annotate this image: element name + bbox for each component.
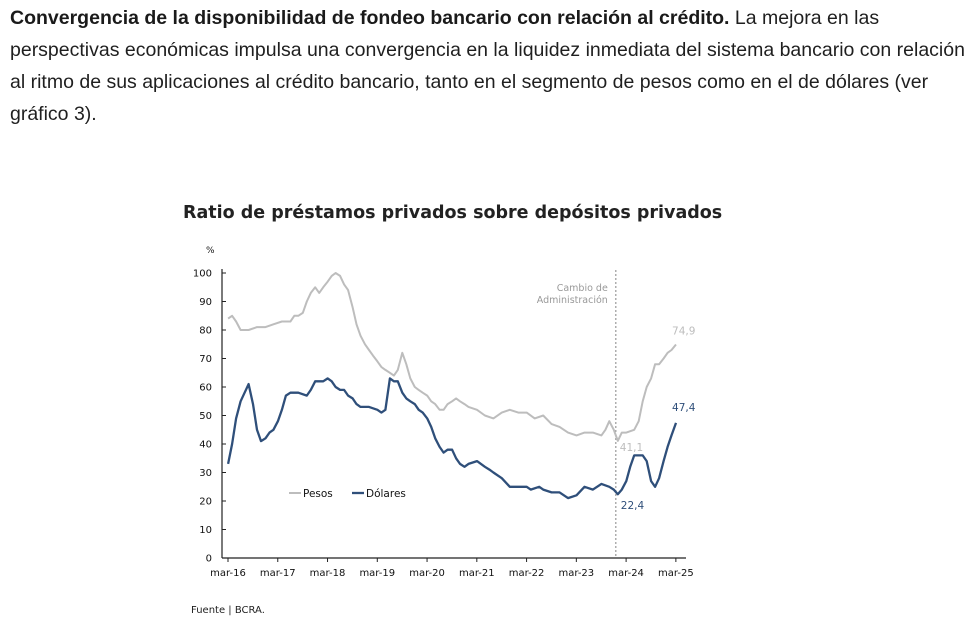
data-label: 41,1: [620, 442, 643, 454]
intro-paragraph: Convergencia de la disponibilidad de fon…: [10, 2, 970, 130]
paragraph-body: La mejora en las perspectivas económicas…: [10, 7, 965, 125]
x-tick-label: mar-16: [210, 568, 246, 579]
x-tick-label: mar-20: [409, 568, 445, 579]
y-axis-unit: %: [206, 246, 215, 256]
y-tick-label: 90: [199, 297, 212, 308]
x-tick-label: mar-21: [459, 568, 495, 579]
x-tick-label: mar-17: [260, 568, 296, 579]
x-tick-label: mar-23: [558, 568, 594, 579]
y-tick-label: 100: [193, 269, 212, 280]
y-tick-label: 0: [206, 554, 212, 565]
data-label: 47,4: [672, 402, 696, 414]
chart-title: Ratio de préstamos privados sobre depósi…: [183, 203, 723, 223]
series-line-pesos: [227, 272, 677, 442]
y-tick-label: 30: [199, 468, 212, 479]
y-tick-label: 10: [199, 525, 212, 536]
series-line-dolares: [226, 377, 678, 500]
data-label: 74,9: [672, 326, 695, 338]
y-tick-label: 80: [199, 326, 212, 337]
y-tick-label: 70: [199, 354, 212, 365]
x-tick-label: mar-18: [310, 568, 346, 579]
y-tick-label: 20: [199, 497, 212, 508]
legend-label-pesos: Pesos: [303, 488, 333, 500]
source-note: Fuente | BCRA.: [191, 605, 265, 616]
y-tick-label: 60: [199, 383, 212, 394]
y-tick-label: 50: [199, 411, 212, 422]
x-tick-label: mar-22: [509, 568, 545, 579]
data-label: 22,4: [621, 500, 645, 512]
x-tick-label: mar-25: [658, 568, 694, 579]
annotation-line-1: Cambio de: [557, 283, 608, 294]
y-tick-label: 40: [199, 440, 212, 451]
x-tick-label: mar-24: [608, 568, 644, 579]
annotation-line-2: Administración: [537, 295, 608, 306]
x-tick-label: mar-19: [359, 568, 395, 579]
legend-label-dolares: Dólares: [366, 488, 406, 500]
paragraph-lead: Convergencia de la disponibilidad de fon…: [10, 7, 730, 29]
